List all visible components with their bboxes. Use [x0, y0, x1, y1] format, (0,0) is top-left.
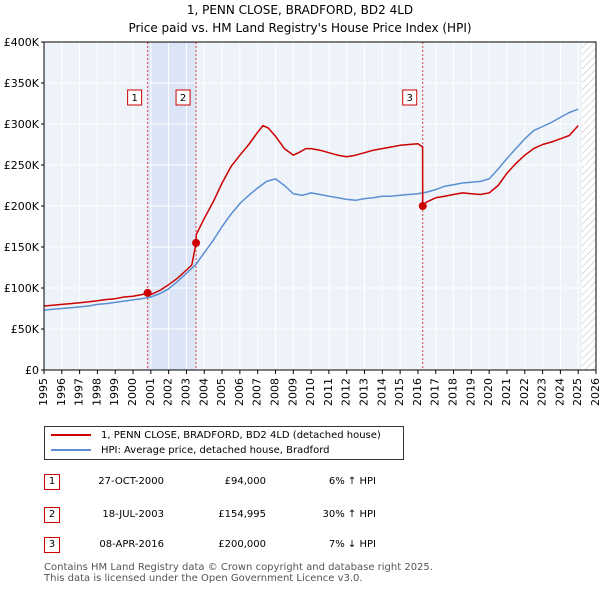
- y-tick-label: £300K: [4, 118, 40, 131]
- sale-price: £200,000: [218, 539, 266, 550]
- chart-title: 1, PENN CLOSE, BRADFORD, BD2 4LD: [187, 3, 413, 17]
- x-tick-label: 2009: [286, 378, 299, 406]
- x-tick-label: 2017: [429, 378, 442, 406]
- sale-point: [192, 238, 201, 247]
- sale-point: [418, 202, 427, 210]
- sale-price: £94,000: [224, 476, 266, 487]
- sale-hpi-change: 6% ↑ HPI: [328, 476, 376, 487]
- x-tick-label: 2026: [589, 378, 600, 406]
- sale-date: 08-APR-2016: [99, 539, 164, 550]
- legend-label-property: 1, PENN CLOSE, BRADFORD, BD2 4LD (detach…: [101, 430, 381, 441]
- x-tick-label: 2004: [197, 378, 210, 406]
- sale-price: £154,995: [218, 509, 266, 520]
- x-tick-label: 2011: [322, 378, 335, 406]
- sale-label: 2: [180, 93, 186, 104]
- x-tick-label: 1995: [37, 378, 50, 406]
- sale-row: 3 08-APR-2016 £200,000 7% ↓ HPI: [44, 537, 444, 553]
- x-tick-label: 2016: [411, 378, 424, 406]
- x-tick-label: 2014: [375, 378, 388, 406]
- legend-swatch-hpi: [51, 449, 91, 451]
- x-tick-label: 1998: [90, 378, 103, 406]
- x-tick-label: 2003: [179, 378, 192, 406]
- sale-marker: 2: [44, 507, 60, 523]
- legend-swatch-property: [51, 434, 91, 436]
- legend-label-hpi: HPI: Average price, detached house, Brad…: [101, 445, 330, 456]
- sale-label: 3: [407, 93, 413, 104]
- y-tick-label: £150K: [4, 241, 40, 254]
- x-tick-label: 1999: [108, 378, 121, 406]
- sale-label: 1: [131, 93, 137, 104]
- chart-subtitle: Price paid vs. HM Land Registry's House …: [128, 21, 471, 35]
- legend-item-property: 1, PENN CLOSE, BRADFORD, BD2 4LD (detach…: [51, 429, 381, 443]
- x-tick-label: 2000: [126, 378, 139, 406]
- sale-label-box: [402, 89, 418, 106]
- x-tick-label: 2018: [447, 378, 460, 406]
- footer-line-2: This data is licensed under the Open Gov…: [44, 573, 363, 584]
- x-tick-label: 2006: [233, 378, 246, 406]
- y-tick-label: £200K: [4, 200, 40, 213]
- series-line: [43, 108, 579, 311]
- sale-row: 1 27-OCT-2000 £94,000 6% ↑ HPI: [44, 474, 444, 490]
- footer-line-1: Contains HM Land Registry data © Crown c…: [44, 562, 433, 573]
- sale-date: 18-JUL-2003: [102, 509, 164, 520]
- y-tick-label: £250K: [4, 159, 40, 172]
- x-tick-label: 2023: [536, 378, 549, 406]
- x-tick-label: 2019: [464, 378, 477, 406]
- sale-label-box: [175, 89, 191, 106]
- x-tick-label: 2024: [553, 378, 566, 406]
- series-line: [43, 124, 579, 307]
- sale-hpi-change: 7% ↓ HPI: [328, 539, 376, 550]
- x-tick-label: 2001: [144, 378, 157, 406]
- x-tick-label: 2013: [358, 378, 371, 406]
- y-tick-label: £50K: [11, 323, 40, 336]
- sale-date: 27-OCT-2000: [98, 476, 164, 487]
- x-tick-label: 1997: [73, 378, 86, 406]
- plot-frame: [43, 41, 597, 371]
- y-tick-label: £350K: [4, 77, 40, 90]
- sale-marker: 1: [44, 474, 60, 490]
- legend-item-hpi: HPI: Average price, detached house, Brad…: [51, 444, 329, 458]
- sale-point: [143, 288, 152, 297]
- sale-marker: 3: [44, 537, 60, 553]
- x-tick-label: 2015: [393, 378, 406, 406]
- x-tick-label: 2021: [500, 378, 513, 406]
- y-tick-label: £400K: [4, 36, 40, 49]
- y-tick-label: £100K: [4, 282, 40, 295]
- sale-row: 2 18-JUL-2003 £154,995 30% ↑ HPI: [44, 507, 444, 523]
- legend: 1, PENN CLOSE, BRADFORD, BD2 4LD (detach…: [44, 426, 404, 460]
- footer: Contains HM Land Registry data © Crown c…: [44, 562, 433, 584]
- sale-label-box: [127, 89, 143, 106]
- sale-hpi-change: 30% ↑ HPI: [322, 509, 376, 520]
- x-tick-label: 2012: [340, 378, 353, 406]
- x-tick-label: 2005: [215, 378, 228, 406]
- x-tick-label: 2022: [518, 378, 531, 406]
- x-tick-label: 2025: [571, 378, 584, 406]
- x-tick-label: 2002: [162, 378, 175, 406]
- x-tick-label: 2008: [268, 378, 281, 406]
- x-tick-label: 2010: [304, 378, 317, 406]
- x-tick-label: 2007: [251, 378, 264, 406]
- y-tick-label: £0: [25, 364, 39, 377]
- x-tick-label: 1996: [55, 378, 68, 406]
- x-tick-label: 2020: [482, 378, 495, 406]
